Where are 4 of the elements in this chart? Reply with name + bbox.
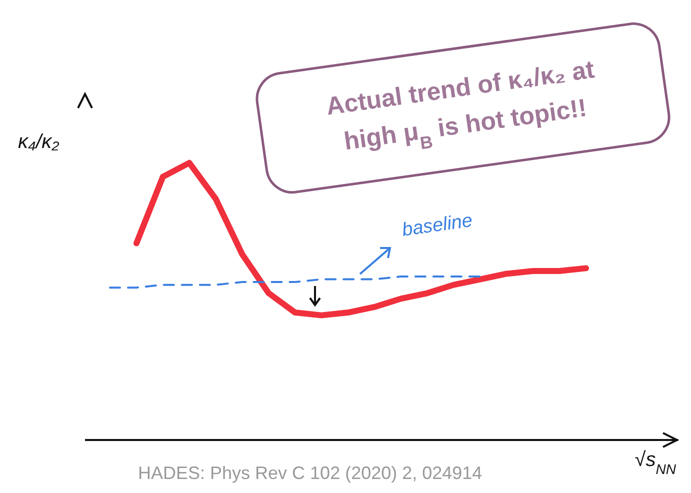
- text: HADES: Phys Rev C 102 (2020) 2, 024914: [138, 463, 482, 483]
- text: baseline: [400, 210, 474, 241]
- x-axis-title: √s$_{NN}$: [634, 449, 677, 477]
- y-axis-title: κ₄/κ₂: [18, 131, 60, 153]
